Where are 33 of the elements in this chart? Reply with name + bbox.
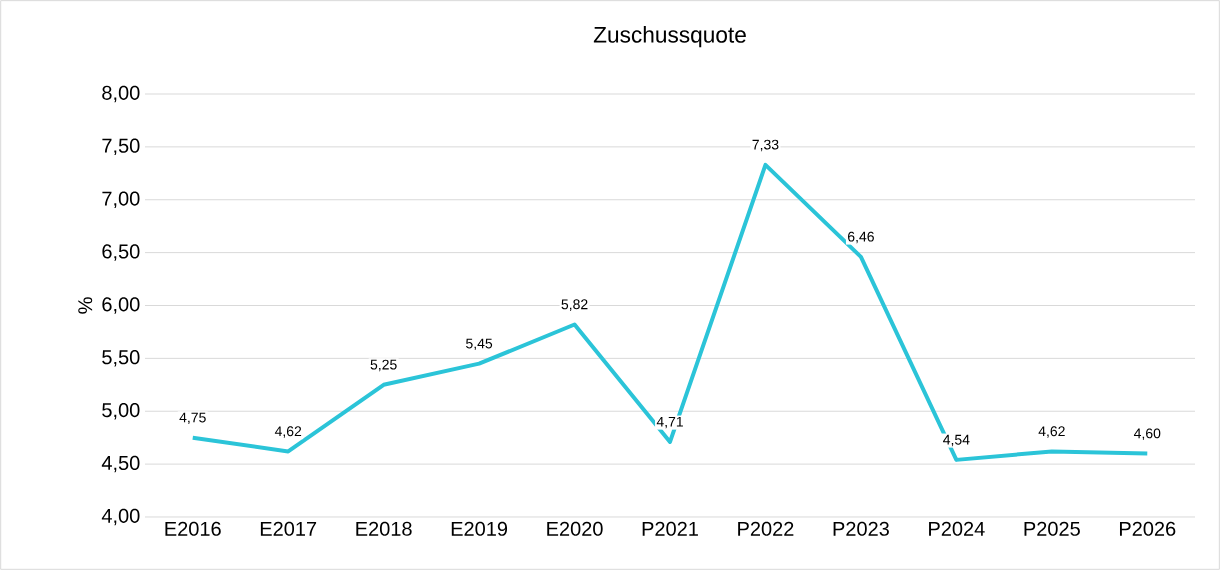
data-label: 7,33: [752, 139, 779, 152]
x-tick-label: P2023: [833, 521, 889, 536]
x-tick-label: E2016: [165, 521, 221, 536]
chart-title: Zuschussquote: [593, 26, 746, 48]
y-tick-label: 7,00: [102, 191, 140, 208]
x-tick-label: P2025: [1024, 521, 1080, 536]
data-label: 4,71: [656, 416, 683, 429]
y-axis-title: %: [78, 297, 93, 314]
y-tick-label: 5,00: [102, 402, 140, 420]
x-tick-label: E2018: [356, 521, 412, 536]
y-tick-label: 4,50: [101, 455, 140, 473]
data-label: 6,46: [848, 231, 874, 244]
data-label: 4,62: [274, 426, 302, 438]
x-tick-label: P2022: [738, 521, 794, 536]
y-tick-label: 4,00: [101, 508, 140, 526]
data-label: 4,60: [1133, 428, 1161, 440]
x-tick-label: P2026: [1119, 521, 1176, 536]
x-tick-label: E2020: [547, 521, 603, 536]
x-tick-label: P2024: [929, 521, 985, 536]
x-tick-label: E2017: [260, 521, 317, 536]
y-tick-label: 5,50: [102, 350, 140, 367]
y-tick-label: 7,50: [102, 138, 140, 156]
data-label: 5,25: [370, 359, 397, 372]
x-tick-label: E2019: [451, 521, 508, 536]
x-tick-label: P2021: [642, 521, 698, 536]
y-tick-label: 6,50: [102, 244, 140, 261]
y-tick-label: 6,00: [102, 297, 140, 314]
data-label: 4,62: [1038, 426, 1065, 438]
data-label: 4,75: [179, 412, 206, 425]
data-label: 5,45: [466, 338, 493, 351]
data-label: 5,82: [561, 299, 588, 311]
data-label: 4,54: [943, 434, 970, 447]
y-tick-label: 8,00: [102, 85, 140, 103]
